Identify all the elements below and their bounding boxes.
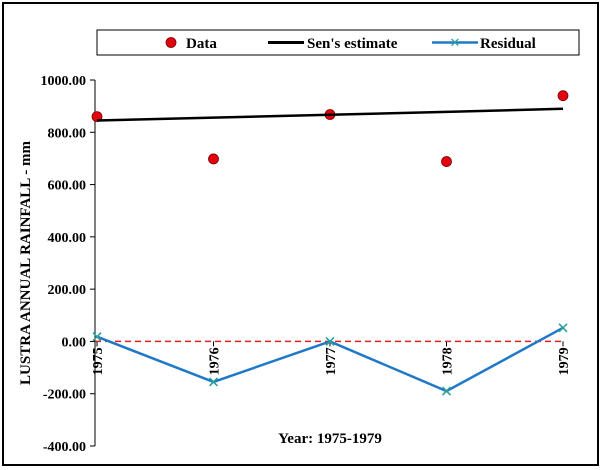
chart-frame — [2, 2, 599, 466]
x-axis-title: Year: 1975-1979 — [278, 431, 382, 447]
legend-sen-label: Sen's estimate — [307, 36, 398, 52]
residual-point — [325, 336, 335, 346]
y-tick-label: 600.00 — [48, 179, 87, 194]
y-tick-label: -200.00 — [43, 388, 86, 403]
residual-marker-stroke — [208, 377, 219, 387]
y-tick-label: 0.00 — [62, 335, 87, 350]
legend-box — [96, 29, 580, 56]
x-tick-label: 1979 — [557, 347, 572, 375]
series-layer — [91, 90, 569, 396]
x-tick-label: 1976 — [208, 347, 223, 375]
x-tick-label: 1975 — [91, 347, 106, 375]
y-tick-label: 800.00 — [48, 126, 87, 141]
x-tick-label: 1977 — [324, 347, 339, 375]
residual-point — [558, 323, 568, 333]
residual-marker-stroke — [558, 323, 568, 333]
y-axis-title: LUSTRA ANNUAL RAINFALL - mm — [18, 141, 34, 385]
series-line-1 — [96, 107, 564, 122]
legend-data-marker — [165, 37, 177, 48]
data-point — [557, 90, 569, 102]
residual-marker-stroke — [441, 386, 452, 396]
x-ticks: 1975 1976 1977 1978 1979 — [91, 341, 572, 375]
legend-residual-label: Residual — [480, 36, 536, 52]
residual-point — [92, 332, 102, 342]
residual-point — [208, 377, 219, 387]
data-point — [208, 153, 219, 165]
residual-point — [441, 386, 452, 396]
residual-marker-stroke — [92, 332, 102, 342]
legend-residual-marker: ✕ — [450, 36, 461, 51]
y-tick-label: 400.00 — [48, 231, 87, 246]
data-point — [91, 111, 103, 122]
legend: Data Sen's estimate ✕ Residual — [96, 29, 580, 56]
data-point — [441, 156, 452, 167]
y-tick-label: 1000.00 — [41, 74, 87, 89]
legend-data-label: Data — [186, 36, 217, 52]
y-tick-label: 200.00 — [48, 283, 87, 298]
y-ticks: 1000.00 800.00 600.00 400.00 200.00 0.00 -200.… — [41, 74, 95, 455]
x-tick-label: 1978 — [441, 347, 456, 375]
residual-marker-stroke — [325, 336, 335, 346]
y-tick-label: -400.00 — [43, 440, 86, 455]
